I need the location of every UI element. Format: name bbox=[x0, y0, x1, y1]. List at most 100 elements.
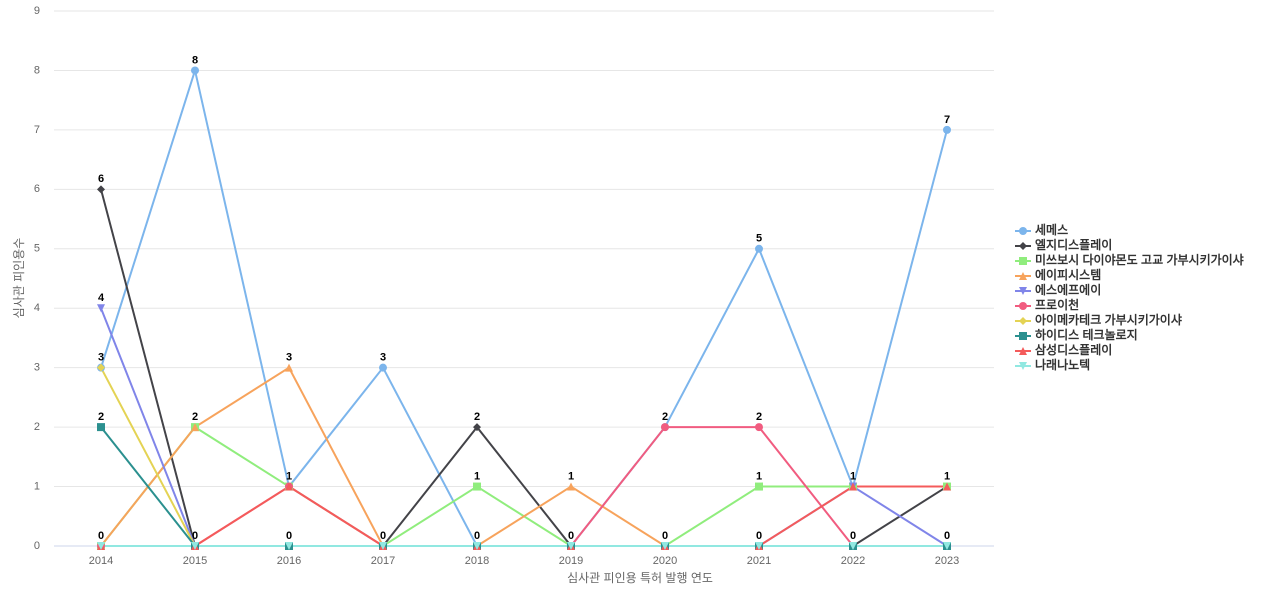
point bbox=[379, 542, 387, 550]
y-tick-label: 3 bbox=[34, 362, 40, 374]
point bbox=[379, 363, 387, 372]
data-label: 2 bbox=[474, 411, 480, 423]
x-tick-label: 2015 bbox=[183, 555, 207, 567]
data-label: 3 bbox=[286, 352, 292, 364]
point bbox=[755, 244, 763, 253]
legend-label: 나래나노텍 bbox=[1035, 357, 1090, 372]
data-label: 3 bbox=[380, 352, 386, 364]
data-label: 1 bbox=[850, 470, 856, 482]
legend-label: 에스에프에이 bbox=[1035, 282, 1101, 297]
x-tick-label: 2017 bbox=[371, 555, 395, 567]
point bbox=[567, 542, 575, 550]
data-label: 2 bbox=[756, 411, 762, 423]
point bbox=[191, 423, 199, 432]
y-tick-label: 6 bbox=[34, 183, 40, 195]
point bbox=[285, 363, 293, 372]
x-axis-title: 심사관 피인용 특허 발행 연도 bbox=[567, 570, 713, 585]
y-tick-label: 9 bbox=[34, 5, 40, 17]
point bbox=[191, 542, 199, 550]
data-label: 4 bbox=[98, 292, 105, 304]
point bbox=[661, 542, 669, 550]
point bbox=[285, 542, 293, 550]
point bbox=[1019, 242, 1027, 250]
legend-label: 엘지디스플레이 bbox=[1035, 237, 1112, 252]
point bbox=[97, 304, 105, 313]
y-tick-label: 8 bbox=[34, 64, 40, 76]
point bbox=[943, 542, 951, 550]
data-label: 0 bbox=[380, 530, 386, 542]
point bbox=[567, 482, 575, 491]
point bbox=[97, 423, 105, 432]
legend-label: 세메스 bbox=[1035, 222, 1068, 237]
point bbox=[849, 482, 857, 491]
x-tick-label: 2023 bbox=[935, 555, 959, 567]
data-label: 0 bbox=[662, 530, 668, 542]
point bbox=[943, 482, 951, 491]
x-tick-label: 2022 bbox=[841, 555, 865, 567]
data-label: 1 bbox=[286, 470, 292, 482]
data-label: 0 bbox=[944, 530, 950, 542]
point bbox=[1019, 257, 1027, 265]
point bbox=[97, 185, 105, 194]
point bbox=[191, 66, 199, 75]
point bbox=[285, 482, 293, 491]
x-tick-label: 2014 bbox=[89, 555, 113, 567]
data-label: 0 bbox=[850, 530, 856, 542]
x-tick-label: 2020 bbox=[653, 555, 677, 567]
data-label: 1 bbox=[568, 470, 574, 482]
x-tick-label: 2021 bbox=[747, 555, 771, 567]
y-tick-label: 4 bbox=[34, 302, 40, 314]
data-label: 1 bbox=[474, 470, 480, 482]
point bbox=[473, 542, 481, 550]
y-axis-title: 심사관 피인용수 bbox=[12, 238, 26, 319]
point bbox=[661, 423, 669, 432]
y-tick-label: 7 bbox=[34, 124, 40, 136]
point bbox=[473, 482, 481, 491]
line bbox=[100, 367, 947, 547]
point bbox=[755, 423, 763, 432]
line bbox=[100, 366, 947, 547]
data-label: 3 bbox=[98, 352, 104, 364]
data-label: 2 bbox=[662, 411, 668, 423]
point bbox=[1019, 302, 1027, 310]
point bbox=[1019, 317, 1027, 325]
point bbox=[473, 423, 481, 432]
data-label: 1 bbox=[944, 470, 950, 482]
legend-label: 에이피시스템 bbox=[1035, 267, 1101, 282]
data-label: 0 bbox=[474, 530, 480, 542]
point bbox=[1019, 362, 1027, 370]
point bbox=[755, 482, 763, 491]
data-label: 0 bbox=[286, 530, 292, 542]
point bbox=[849, 542, 857, 550]
data-label: 2 bbox=[192, 411, 198, 423]
x-tick-label: 2016 bbox=[277, 555, 301, 567]
point bbox=[943, 125, 951, 134]
y-tick-label: 1 bbox=[34, 480, 40, 492]
legend-label: 프로이천 bbox=[1035, 297, 1079, 312]
data-label: 7 bbox=[944, 114, 950, 126]
point bbox=[755, 542, 763, 550]
x-tick-label: 2018 bbox=[465, 555, 489, 567]
y-tick-label: 5 bbox=[34, 243, 40, 255]
point bbox=[1019, 332, 1027, 340]
data-label: 6 bbox=[98, 173, 104, 185]
point bbox=[1019, 347, 1027, 355]
data-label: 0 bbox=[98, 530, 104, 542]
point bbox=[1019, 287, 1027, 295]
x-tick-label: 2019 bbox=[559, 555, 583, 567]
y-tick-label: 0 bbox=[34, 540, 40, 552]
data-label: 5 bbox=[756, 233, 762, 245]
legend-label: 삼성디스플레이 bbox=[1035, 342, 1112, 357]
point bbox=[1019, 272, 1027, 280]
data-label: 2 bbox=[98, 411, 104, 423]
data-label: 1 bbox=[756, 470, 762, 482]
legend-label: 하이디스 테크놀로지 bbox=[1035, 327, 1138, 342]
point bbox=[1019, 227, 1027, 235]
y-tick-label: 2 bbox=[34, 421, 40, 433]
data-label: 0 bbox=[568, 530, 574, 542]
point bbox=[97, 363, 105, 372]
data-label: 0 bbox=[192, 530, 198, 542]
point bbox=[97, 542, 105, 550]
